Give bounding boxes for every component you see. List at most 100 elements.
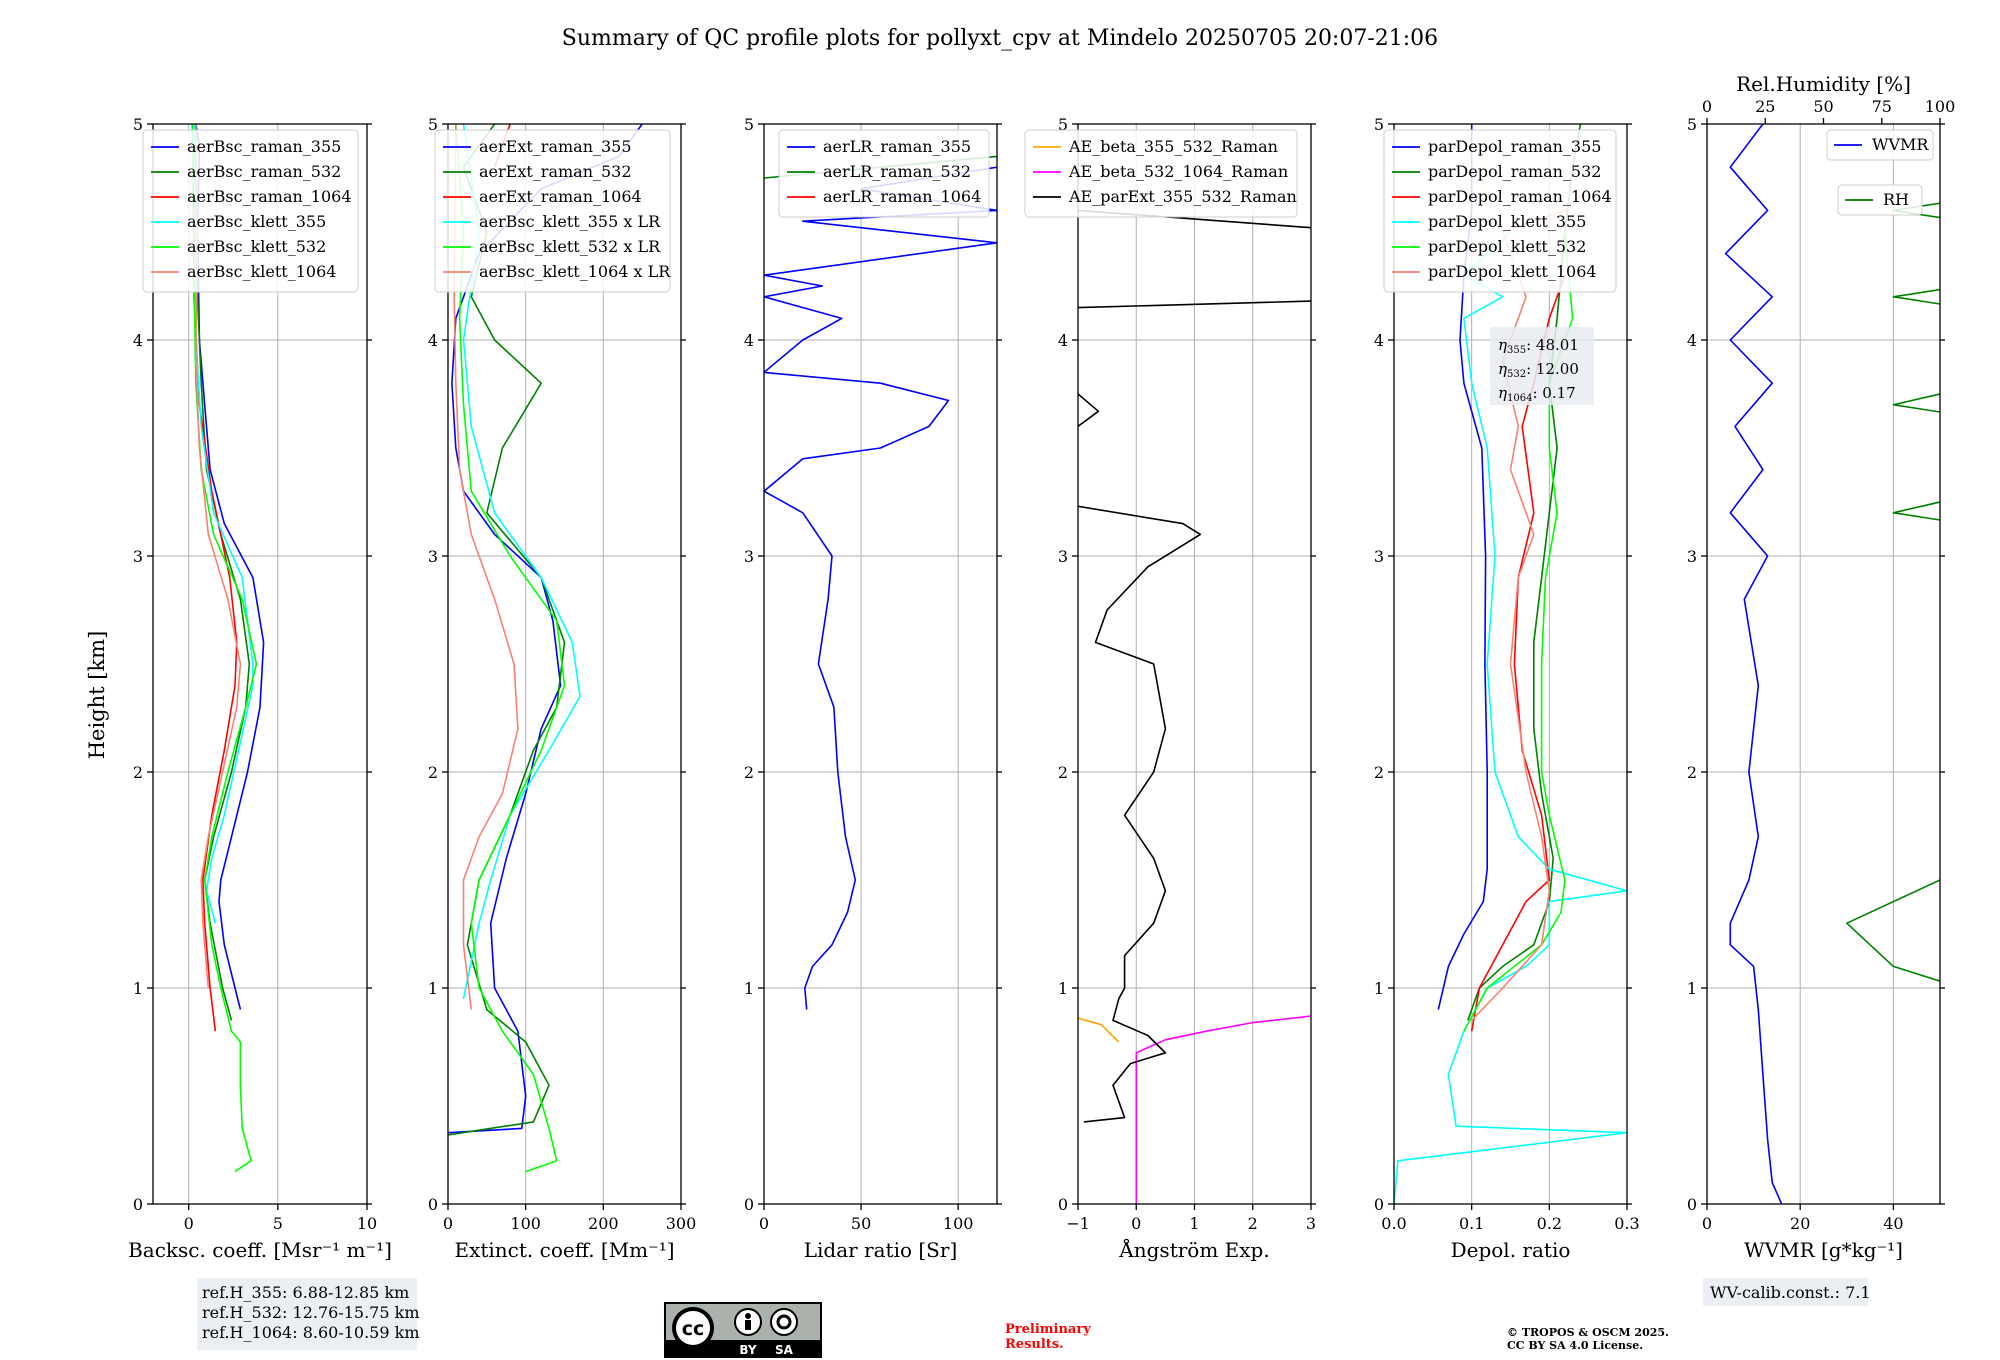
- legend-label: parDepol_raman_1064: [1428, 187, 1612, 206]
- copyright-line-1: © TROPOS & OSCM 2025.: [1507, 1326, 1669, 1339]
- legend-box: [142, 129, 359, 293]
- legend-label: parDepol_raman_355: [1428, 137, 1601, 156]
- y-tick-label: 0: [1058, 1195, 1068, 1214]
- legend-label: parDepol_klett_1064: [1428, 262, 1597, 281]
- legend: aerExt_raman_355 aerExt_raman_532 aerExt_r…: [434, 129, 671, 293]
- series-group: [448, 124, 643, 1173]
- y-tick-label: 4: [1687, 331, 1697, 350]
- x-tick-label: 0.3: [1614, 1214, 1639, 1233]
- panel-depolarization: 0.0 0.1 0.2 0.3 0 1 2 3 4 5 Depol. ratio parDepol_r…: [1374, 115, 1640, 1262]
- panel-water_vapor: 0 20 40 0 1 2 3 4 5 WVMR [g*kg⁻¹] 0 25 50 75 100 Rel.Hu…: [1687, 72, 1956, 1262]
- series-line-aerbsc-raman-355: [195, 124, 265, 1010]
- legend-label: aerBsc_klett_1064: [187, 262, 336, 281]
- y-tick-label: 2: [133, 763, 143, 782]
- y-tick-label: 1: [1058, 979, 1068, 998]
- y-tick-label: 2: [1058, 763, 1068, 782]
- ref-height-1064: ref.H_1064: 8.60-10.59 km: [202, 1323, 420, 1342]
- legend-label: aerBsc_raman_1064: [187, 187, 352, 206]
- y-tick-label: 5: [428, 115, 438, 134]
- series-group: [191, 124, 265, 1173]
- legend-label: aerBsc_klett_355 x LR: [479, 212, 661, 231]
- legend-label: aerExt_raman_1064: [479, 187, 642, 206]
- series-line-aerext-raman-532: [448, 124, 566, 1136]
- y-tick-label: 1: [744, 979, 754, 998]
- plot-frame: [763, 123, 998, 1205]
- series-line-aerbsc-klett-1064: [195, 124, 242, 989]
- x-tick-label: 5: [273, 1214, 283, 1233]
- ref-height-532: ref.H_532: 12.76-15.75 km: [202, 1303, 420, 1322]
- copyright-line-2: CC BY SA 4.0 License.: [1507, 1339, 1643, 1352]
- legend-wvmr: WVMR: [1826, 129, 1934, 161]
- y-tick-label: 0: [1374, 1195, 1384, 1214]
- x-tick-label: 0.2: [1537, 1214, 1562, 1233]
- top-x-tick-label: 50: [1813, 97, 1833, 116]
- eta-line: η532: 12.00: [1498, 360, 1579, 380]
- x-tick-label: 1: [1189, 1214, 1199, 1233]
- legend-label: aerLR_raman_355: [823, 137, 971, 156]
- y-tick-label: 3: [744, 547, 754, 566]
- series-line-aerbsc-klett-532-x-lr: [455, 124, 566, 1173]
- legend-label: aerBsc_klett_532: [187, 237, 326, 256]
- legend-label: parDepol_klett_532: [1428, 237, 1586, 256]
- legend-label: RH: [1883, 190, 1909, 209]
- top-x-tick-label: 25: [1755, 97, 1775, 116]
- y-tick-label: 0: [744, 1195, 754, 1214]
- eta-line: η1064: 0.17: [1498, 384, 1576, 404]
- legend-box: [778, 129, 990, 218]
- x-axis-label: Extinct. coeff. [Mm⁻¹]: [454, 1238, 674, 1262]
- top-x-tick-label: 0: [1702, 97, 1712, 116]
- eta-box: [1490, 327, 1594, 405]
- y-tick-label: 5: [1374, 115, 1384, 134]
- cc-license-badge: cc BY SA: [664, 1302, 822, 1358]
- x-tick-label: 10: [357, 1214, 377, 1233]
- series-line-ae-beta-355-532-raman: [1078, 1017, 1120, 1043]
- y-tick-label: 2: [1374, 763, 1384, 782]
- x-axis-label: Backsc. coeff. [Msr⁻¹ m⁻¹]: [128, 1238, 392, 1262]
- wv-calib-box: WV-calib.const.: 7.1: [1703, 1278, 1871, 1306]
- series-group: [764, 155, 997, 1010]
- series-line-rh: [1846, 202, 1940, 982]
- y-tick-label: 5: [1058, 115, 1068, 134]
- x-tick-label: 0.0: [1381, 1214, 1406, 1233]
- ref-heights-box: ref.H_355: 6.88-12.85 km ref.H_532: 12.7…: [197, 1278, 420, 1350]
- legend-label: aerBsc_klett_355: [187, 212, 326, 231]
- figure-title: Summary of QC profile plots for pollyxt_…: [562, 26, 1438, 51]
- legend-box: [1826, 129, 1934, 161]
- y-tick-label: 3: [133, 547, 143, 566]
- legend-label: aerLR_raman_1064: [823, 187, 981, 206]
- y-tick-label: 2: [428, 763, 438, 782]
- legend: aerBsc_raman_355 aerBsc_raman_532 aerBsc_r…: [142, 129, 359, 293]
- preliminary-line-1: Preliminary: [1005, 1322, 1091, 1337]
- top-axis-label: Rel.Humidity [%]: [1736, 72, 1911, 96]
- legend-label: aerBsc_raman_532: [187, 162, 341, 181]
- x-tick-label: 0: [184, 1214, 194, 1233]
- legend-label: AE_beta_355_532_Raman: [1068, 137, 1278, 156]
- legend-box: [1837, 184, 1923, 216]
- preliminary-line-2: Results.: [1005, 1337, 1064, 1352]
- y-tick-label: 0: [428, 1195, 438, 1214]
- by-text: BY: [739, 1343, 756, 1357]
- top-x-tick-label: 100: [1925, 97, 1956, 116]
- x-tick-label: 40: [1883, 1214, 1903, 1233]
- y-tick-label: 3: [1058, 547, 1068, 566]
- series-line-ae-parext-355-532-raman: [1078, 505, 1202, 1123]
- series-line-pardepol-klett-355: [1394, 231, 1627, 1204]
- sa-share-icon: [770, 1308, 798, 1336]
- y-tick-label: 2: [744, 763, 754, 782]
- x-tick-label: 100: [943, 1214, 974, 1233]
- y-tick-label: 4: [744, 331, 754, 350]
- y-tick-label: 1: [1687, 979, 1697, 998]
- cc-icon-text: cc: [682, 1318, 705, 1340]
- y-tick-label: 1: [428, 979, 438, 998]
- eta-annotation: η355: 48.01 η532: 12.00 η1064: 0.17: [1490, 327, 1594, 405]
- x-axis-label: Depol. ratio: [1451, 1238, 1571, 1262]
- legend-box: [434, 129, 671, 293]
- x-tick-label: 50: [851, 1214, 871, 1233]
- legend-label: parDepol_raman_532: [1428, 162, 1601, 181]
- y-tick-label: 3: [1374, 547, 1384, 566]
- x-tick-label: 100: [510, 1214, 541, 1233]
- legend-label: aerLR_raman_532: [823, 162, 971, 181]
